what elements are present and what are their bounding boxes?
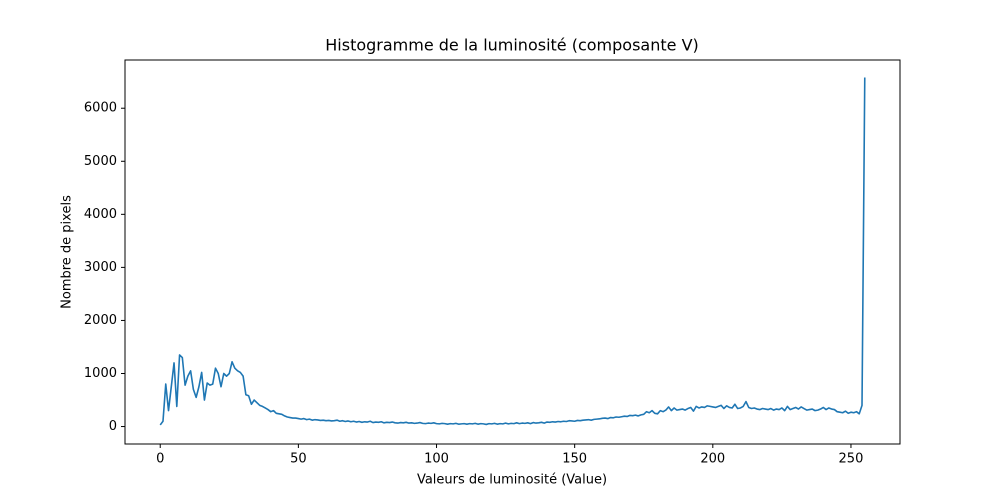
chart-title: Histogramme de la luminosité (composante… [325, 36, 699, 55]
y-tick-label: 6000 [84, 101, 117, 116]
y-tick-label: 2000 [84, 313, 117, 328]
x-tick-label: 250 [839, 452, 864, 467]
x-tick-label: 200 [700, 452, 725, 467]
x-axis-label: Valeurs de luminosité (Value) [417, 473, 607, 488]
y-tick-label: 1000 [84, 366, 117, 381]
x-tick-label: 150 [562, 452, 587, 467]
y-tick-label: 3000 [84, 260, 117, 275]
y-tick-label: 5000 [84, 154, 117, 169]
y-tick-label: 4000 [84, 207, 117, 222]
y-tick-label: 0 [109, 419, 117, 434]
x-tick-label: 100 [424, 452, 449, 467]
data-line [159, 77, 866, 426]
y-axis-label: Nombre de pixels [60, 195, 75, 309]
plot-frame [124, 59, 901, 445]
x-tick-label: 0 [156, 452, 164, 467]
x-tick-label: 50 [290, 452, 307, 467]
